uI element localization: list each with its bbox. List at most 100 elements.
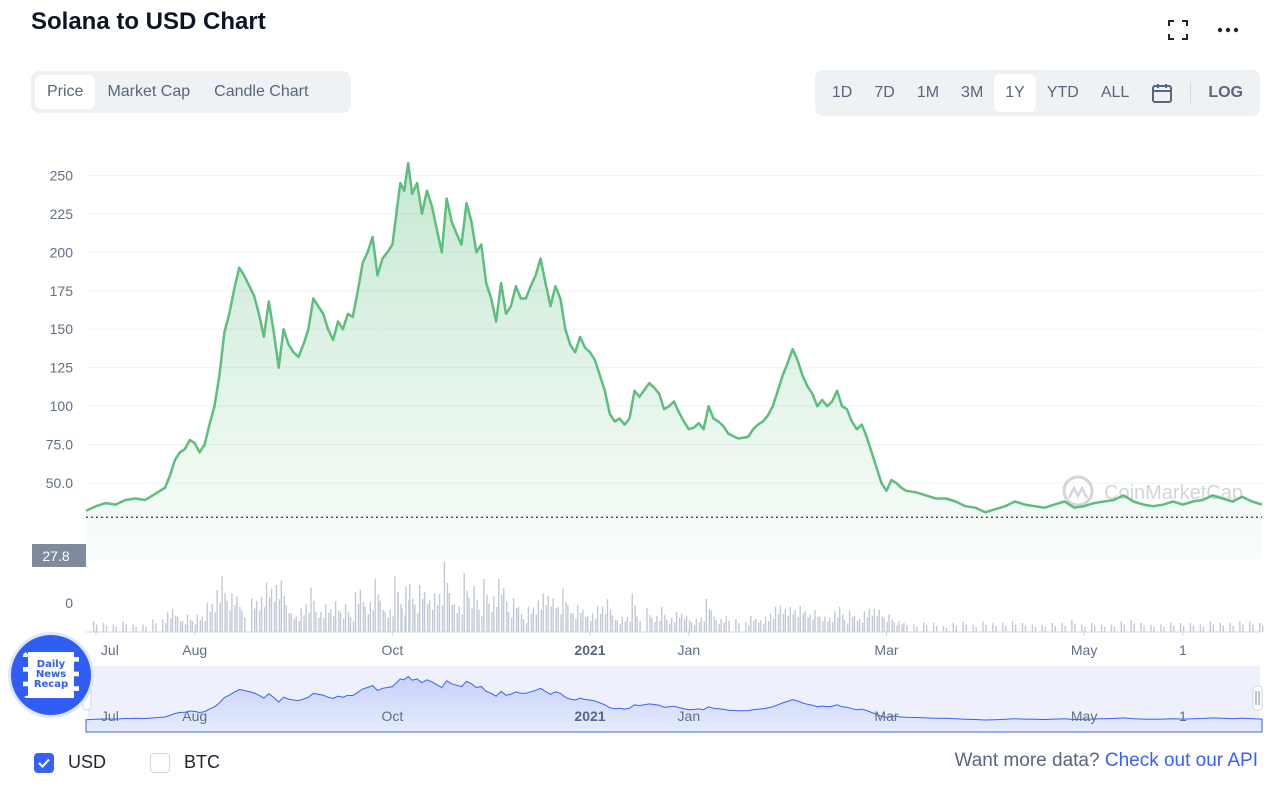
range-7d[interactable]: 7D [874,84,895,101]
volume-bar [409,584,411,632]
volume-bar [300,608,302,632]
range-all[interactable]: ALL [1100,84,1130,101]
volume-bar [1209,621,1211,632]
range-1m[interactable]: 1M [916,84,940,101]
daily-news-recap-logo: Daily News Recap [8,632,94,718]
volume-bar [955,625,957,632]
tab-market-cap[interactable]: Market Cap [107,83,191,100]
price-chart: 250 225 200 175 150 125 100 75.0 50.0 0 27.8 Coin… [0,130,1280,740]
volume-bar [1232,625,1234,632]
volume-bar [278,599,281,632]
watermark-text: CoinMarketCap [1104,482,1243,504]
volume-bar [436,604,439,632]
volume-bar [952,622,954,632]
volume-bar [545,605,547,632]
volume-bar [784,608,786,632]
volume-bar [349,616,352,632]
volume-bar [367,614,369,632]
volume-bar [431,609,434,632]
volume-bar [942,626,945,632]
volume-bar [555,608,557,632]
calendar-icon[interactable] [1140,74,1184,112]
volume-bar [191,621,194,632]
volume-bar [962,621,964,632]
btc-checkbox[interactable]: BTC [150,752,220,773]
tab-price[interactable]: Price [35,75,96,109]
volume-bar [688,620,691,632]
volume-bar [626,617,628,632]
volume-bar [428,600,431,632]
range-3m[interactable]: 3M [961,84,984,101]
volume-bar [599,613,602,632]
current-price-tag: 27.8 [32,544,86,567]
volume-bar [649,615,651,632]
api-link[interactable]: Check out our API [1104,750,1258,771]
volume-bar [1182,625,1185,632]
navigator-tick-label: 2021 [574,708,605,724]
volume-bar [718,623,720,632]
volume-bar [209,611,211,632]
y-tick-label: 0 [65,595,73,611]
volume-bar [473,586,475,632]
volume-bar [216,590,218,632]
volume-bar [352,621,355,632]
volume-bar [229,610,231,632]
volume-bar [827,621,829,632]
volume-bar [1160,624,1162,632]
volume-bar [1041,624,1043,632]
navigator[interactable]: Jul Aug Oct 2021 Jan Mar May 1 [82,666,1263,733]
volume-bar [1242,624,1244,632]
volume-bar [745,622,747,632]
tab-candle-chart[interactable]: Candle Chart [214,83,309,100]
x-tick-label: Aug [182,642,207,658]
badge-line-3: Recap [33,679,69,690]
volume-bar [577,604,579,633]
navigator-right-handle[interactable] [1252,685,1263,711]
volume-bar [152,619,154,632]
volume-bar [853,615,856,633]
volume-bar [755,618,757,632]
volume-bar [342,618,345,632]
volume-bar [463,573,465,632]
volume-bar [606,599,609,633]
usd-checkbox[interactable]: USD [34,752,106,773]
volume-bar [580,612,582,632]
volume-bar [1229,622,1231,632]
volume-bar [517,606,520,632]
range-ytd[interactable]: YTD [1046,84,1079,101]
volume-bar [975,626,977,632]
volume-bar [263,607,266,632]
volume-bar [750,615,752,633]
range-1d[interactable]: 1D [831,84,853,101]
volume-bar [520,614,523,632]
volume-bar [1084,626,1086,632]
volume-bar [448,593,450,632]
volume-bar [155,623,157,632]
navigator-tick-label: Jul [101,708,119,724]
volume-bar [179,621,182,632]
navigator-tick-label: Aug [182,708,207,724]
volume-bar [1212,624,1214,632]
volume-bar [764,616,767,632]
volume-bar [125,624,127,632]
volume-bar [453,604,455,632]
volume-bar [1100,624,1103,632]
volume-bar [604,614,607,632]
more-options-icon[interactable] [1216,18,1240,42]
volume-bar [932,622,935,632]
chart-svg[interactable]: 250 225 200 175 150 125 100 75.0 50.0 0 27.8 Coin… [0,130,1280,740]
volume-bar [985,624,987,632]
volume-bar [401,608,403,632]
volume-bar [565,601,567,632]
fullscreen-icon[interactable] [1166,18,1190,42]
volume-bar [461,614,463,632]
divider [1190,83,1192,103]
log-scale-toggle[interactable]: LOG [1208,84,1243,101]
range-1y[interactable]: 1Y [994,74,1036,112]
volume-bar [298,621,300,632]
volume-bar [550,606,552,632]
volume-bar [1051,623,1053,632]
volume-bar [1153,626,1155,632]
volume-bar [695,618,698,633]
volume-bar [446,583,449,632]
